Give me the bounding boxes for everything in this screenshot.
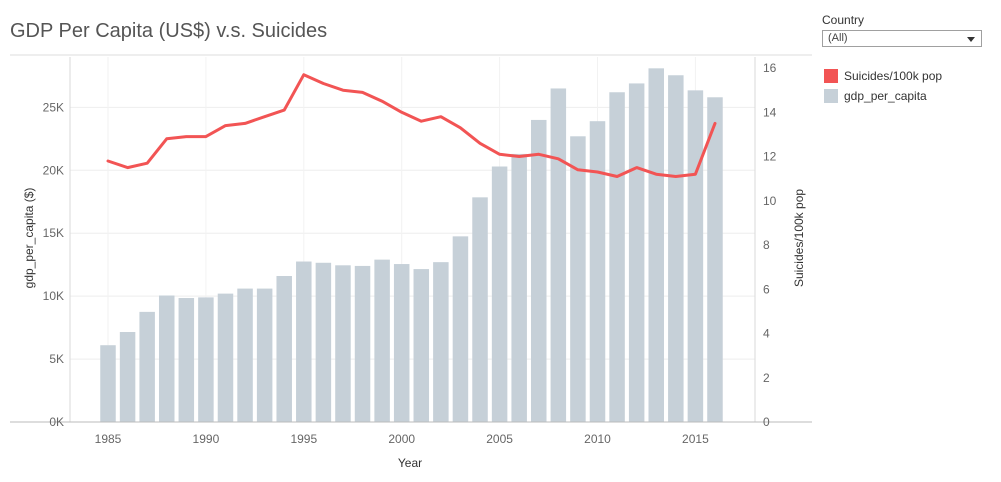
gdp-bar[interactable] <box>609 92 625 422</box>
legend-label-gdp: gdp_per_capita <box>844 89 927 103</box>
gdp-bar[interactable] <box>315 262 332 422</box>
legend-swatch-suicides <box>824 69 838 83</box>
gdp-bar[interactable] <box>687 90 704 422</box>
y-right-tick-label: 10 <box>763 194 777 208</box>
y-right-tick-label: 6 <box>763 282 770 296</box>
y-left-tick-label: 0K <box>49 415 64 429</box>
gdp-bar[interactable] <box>276 276 292 422</box>
x-tick-label: 2015 <box>682 432 709 446</box>
axes <box>10 54 812 423</box>
gdp-bar[interactable] <box>139 311 155 422</box>
chart-title: GDP Per Capita (US$) v.s. Suicides <box>10 20 328 42</box>
x-tick-label: 2010 <box>584 432 611 446</box>
gdp-bar[interactable] <box>296 261 312 422</box>
gdp-bar[interactable] <box>433 262 449 422</box>
gdp-bar[interactable] <box>707 97 723 422</box>
y-right-tick-label: 14 <box>763 105 777 119</box>
gdp-bar[interactable] <box>354 265 371 422</box>
gdp-bar[interactable] <box>374 259 390 422</box>
y-axis-right-title: Suicides/100k pop <box>792 189 806 287</box>
x-tick-label: 1985 <box>95 432 122 446</box>
gdp-bar[interactable] <box>158 295 175 422</box>
legend-label-suicides: Suicides/100k pop <box>844 69 943 83</box>
x-tick-label: 2005 <box>486 432 513 446</box>
y-right-tick-label: 12 <box>763 150 777 164</box>
bars <box>100 68 723 423</box>
right-axis-ticks: 0 2 4 6 8 10 12 14 16 <box>763 61 777 429</box>
y-axis-left-title: gdp_per_capita ($) <box>22 188 36 289</box>
gdp-bar[interactable] <box>472 197 488 422</box>
gdp-bar[interactable] <box>452 236 469 422</box>
y-right-tick-label: 0 <box>763 415 770 429</box>
x-axis-title: Year <box>398 456 422 470</box>
country-filter-dropdown[interactable]: (All) <box>822 30 982 47</box>
y-right-tick-label: 8 <box>763 238 770 252</box>
gdp-bar[interactable] <box>531 119 547 423</box>
y-right-tick-label: 2 <box>763 371 770 385</box>
gdp-bar[interactable] <box>589 121 606 423</box>
chevron-down-icon <box>967 37 975 42</box>
gdp-bar[interactable] <box>393 264 410 422</box>
suicides-line[interactable] <box>106 73 717 178</box>
gdp-bar[interactable] <box>335 265 351 422</box>
x-tick-label: 2000 <box>388 432 415 446</box>
y-left-tick-label: 20K <box>43 163 64 177</box>
y-left-tick-label: 5K <box>49 352 64 366</box>
y-left-tick-label: 15K <box>43 226 64 240</box>
y-right-tick-label: 16 <box>763 61 777 75</box>
gdp-bar[interactable] <box>668 75 684 422</box>
gdp-bar[interactable] <box>256 288 273 422</box>
gdp-bar[interactable] <box>237 288 253 422</box>
y-left-tick-label: 10K <box>43 289 64 303</box>
gdp-bar[interactable] <box>570 136 586 423</box>
gdp-bar[interactable] <box>100 345 116 422</box>
y-right-tick-label: 4 <box>763 327 770 341</box>
y-left-tick-label: 25K <box>43 100 64 114</box>
gdp-bar[interactable] <box>119 332 136 422</box>
gdp-bar[interactable] <box>198 297 214 422</box>
filter-selected-value: (All) <box>828 32 848 44</box>
gdp-bar[interactable] <box>511 153 527 422</box>
gdp-bar[interactable] <box>550 88 567 422</box>
gdp-bar[interactable] <box>178 298 195 422</box>
x-tick-label: 1995 <box>290 432 317 446</box>
gdp-bar[interactable] <box>648 68 664 423</box>
x-tick-label: 1990 <box>193 432 220 446</box>
gdp-bar[interactable] <box>217 293 234 422</box>
legend-swatch-gdp <box>824 89 838 103</box>
gdp-bar[interactable] <box>491 166 508 423</box>
x-axis-ticks: 1985 1990 1995 2000 2005 2010 2015 <box>95 432 709 446</box>
left-axis-ticks: 0K 5K 10K 15K 20K 25K <box>43 100 64 429</box>
gdp-bar[interactable] <box>628 83 645 423</box>
gdp-bar[interactable] <box>413 269 430 422</box>
suicides-line-layer <box>106 73 717 178</box>
filter-label: Country <box>822 13 865 27</box>
